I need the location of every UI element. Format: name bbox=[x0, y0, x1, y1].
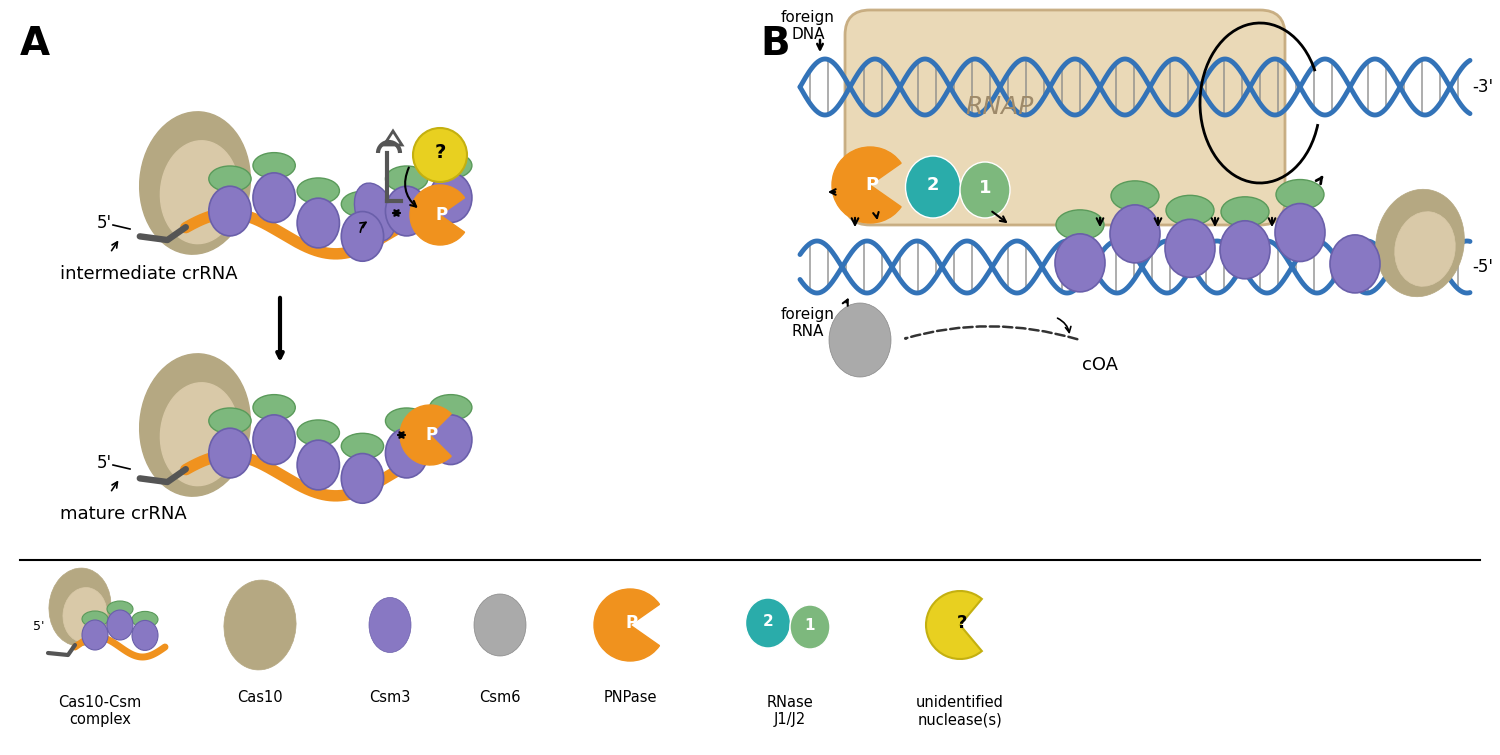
Ellipse shape bbox=[1275, 204, 1324, 261]
Text: P: P bbox=[865, 176, 879, 194]
Ellipse shape bbox=[342, 433, 384, 459]
Ellipse shape bbox=[106, 610, 134, 640]
Ellipse shape bbox=[140, 354, 250, 496]
Text: 1: 1 bbox=[978, 179, 992, 197]
FancyArrowPatch shape bbox=[906, 326, 1077, 339]
Ellipse shape bbox=[386, 428, 427, 478]
Ellipse shape bbox=[474, 594, 526, 656]
Ellipse shape bbox=[82, 611, 108, 627]
Ellipse shape bbox=[342, 454, 384, 504]
Ellipse shape bbox=[82, 620, 108, 650]
Ellipse shape bbox=[906, 156, 960, 218]
Ellipse shape bbox=[746, 598, 790, 648]
Text: ?: ? bbox=[435, 143, 445, 162]
Ellipse shape bbox=[1330, 235, 1380, 293]
Ellipse shape bbox=[50, 568, 111, 646]
Text: foreign
DNA: foreign DNA bbox=[782, 10, 836, 42]
Ellipse shape bbox=[369, 597, 411, 652]
Ellipse shape bbox=[386, 408, 427, 433]
Text: 2: 2 bbox=[927, 176, 939, 194]
Text: 2: 2 bbox=[762, 614, 774, 628]
Wedge shape bbox=[594, 589, 660, 661]
Ellipse shape bbox=[429, 395, 472, 421]
Wedge shape bbox=[400, 405, 451, 465]
Ellipse shape bbox=[132, 621, 158, 650]
Ellipse shape bbox=[1112, 181, 1160, 211]
Text: 5': 5' bbox=[33, 620, 45, 633]
Ellipse shape bbox=[297, 440, 339, 490]
Ellipse shape bbox=[413, 128, 466, 182]
Ellipse shape bbox=[160, 140, 238, 244]
Ellipse shape bbox=[106, 601, 134, 617]
Text: Csm6: Csm6 bbox=[480, 690, 520, 705]
Text: A: A bbox=[20, 25, 50, 63]
Ellipse shape bbox=[254, 173, 296, 223]
Text: -5': -5' bbox=[1472, 258, 1492, 276]
Ellipse shape bbox=[160, 383, 238, 485]
Wedge shape bbox=[410, 185, 465, 245]
Wedge shape bbox=[833, 147, 902, 223]
Text: 5': 5' bbox=[98, 214, 112, 232]
Ellipse shape bbox=[254, 414, 296, 464]
Text: Cas10: Cas10 bbox=[237, 690, 284, 705]
Text: cOA: cOA bbox=[1082, 356, 1118, 374]
Ellipse shape bbox=[1054, 234, 1106, 292]
Ellipse shape bbox=[386, 186, 427, 236]
Ellipse shape bbox=[1166, 219, 1215, 277]
Text: P: P bbox=[626, 614, 638, 632]
Text: 5': 5' bbox=[98, 454, 112, 472]
Ellipse shape bbox=[254, 153, 296, 178]
Wedge shape bbox=[926, 591, 982, 659]
Ellipse shape bbox=[63, 587, 106, 643]
Text: PNPase: PNPase bbox=[603, 690, 657, 705]
Text: Csm3: Csm3 bbox=[369, 690, 411, 705]
Ellipse shape bbox=[830, 303, 891, 377]
Text: ?: ? bbox=[957, 614, 968, 632]
Ellipse shape bbox=[429, 153, 472, 178]
Ellipse shape bbox=[1376, 190, 1464, 297]
Ellipse shape bbox=[429, 173, 472, 223]
Text: unidentified
nuclease(s): unidentified nuclease(s) bbox=[916, 695, 1004, 727]
Ellipse shape bbox=[132, 612, 158, 627]
Text: P: P bbox=[436, 206, 448, 224]
Ellipse shape bbox=[297, 178, 339, 204]
Text: 1: 1 bbox=[804, 618, 816, 633]
Text: mature crRNA: mature crRNA bbox=[60, 505, 186, 523]
Ellipse shape bbox=[342, 211, 384, 261]
Ellipse shape bbox=[297, 198, 339, 248]
Ellipse shape bbox=[209, 428, 251, 478]
Ellipse shape bbox=[1276, 180, 1324, 210]
Text: Cas10-Csm
complex: Cas10-Csm complex bbox=[58, 695, 141, 727]
Text: P: P bbox=[426, 426, 438, 444]
Ellipse shape bbox=[1395, 211, 1455, 286]
Text: intermediate crRNA: intermediate crRNA bbox=[60, 265, 237, 283]
Ellipse shape bbox=[1110, 205, 1160, 263]
Ellipse shape bbox=[429, 414, 472, 464]
Ellipse shape bbox=[1220, 220, 1270, 279]
Ellipse shape bbox=[342, 191, 384, 217]
Ellipse shape bbox=[354, 183, 396, 241]
Text: RNAP: RNAP bbox=[966, 95, 1034, 119]
Text: B: B bbox=[760, 25, 789, 63]
Ellipse shape bbox=[209, 408, 251, 433]
FancyBboxPatch shape bbox=[844, 10, 1286, 225]
Ellipse shape bbox=[224, 580, 296, 670]
Ellipse shape bbox=[209, 166, 251, 192]
Ellipse shape bbox=[254, 395, 296, 421]
Ellipse shape bbox=[386, 166, 427, 192]
Ellipse shape bbox=[1166, 196, 1214, 225]
Text: RNase
J1/J2: RNase J1/J2 bbox=[766, 695, 813, 727]
Ellipse shape bbox=[960, 162, 1010, 218]
Ellipse shape bbox=[140, 112, 250, 254]
Ellipse shape bbox=[209, 186, 251, 236]
Ellipse shape bbox=[790, 605, 830, 649]
Text: foreign
RNA: foreign RNA bbox=[782, 307, 836, 340]
Ellipse shape bbox=[1221, 197, 1269, 226]
Ellipse shape bbox=[297, 420, 339, 445]
Ellipse shape bbox=[1056, 210, 1104, 240]
Text: -3': -3' bbox=[1472, 78, 1492, 96]
